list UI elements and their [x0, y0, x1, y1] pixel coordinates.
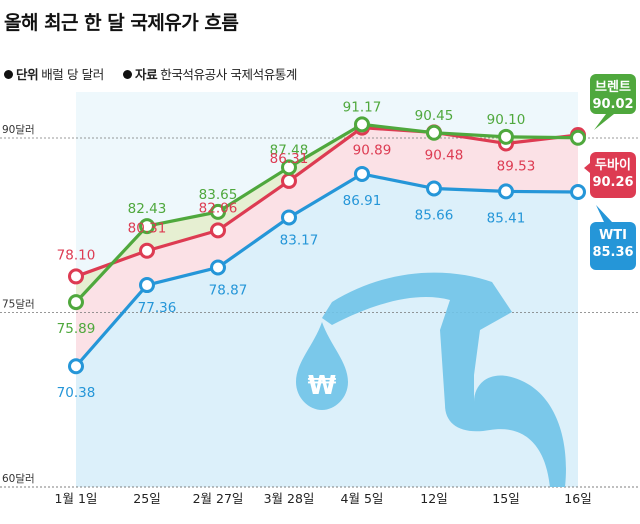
data-label: 90.10 — [487, 112, 526, 128]
series-end-value: 90.26 — [592, 175, 633, 190]
data-point — [498, 128, 514, 145]
fuel-nozzle-icon: ₩ — [296, 272, 566, 487]
data-label: 78.10 — [57, 247, 96, 263]
data-point — [210, 259, 226, 276]
x-tick-label: 3월 28일 — [264, 491, 315, 506]
series-name-label: 두바이 — [595, 157, 631, 173]
data-label: 86.91 — [343, 193, 382, 209]
data-point — [281, 209, 297, 226]
x-tick-label: 25일 — [133, 491, 160, 506]
series-line — [74, 122, 579, 304]
chart-series — [68, 116, 586, 375]
data-point — [281, 159, 297, 176]
data-point — [570, 129, 586, 146]
bullet-icon — [123, 70, 133, 79]
data-label: 83.65 — [199, 187, 238, 203]
data-label: 80.31 — [128, 221, 167, 237]
data-point — [426, 180, 442, 197]
data-point — [210, 222, 226, 239]
source-label: 자료 — [135, 67, 158, 82]
end-label-pointer — [596, 205, 612, 222]
y-tick-label: 90달러 — [2, 124, 35, 136]
end-label-pointer — [584, 163, 590, 173]
end-label-box — [590, 152, 636, 198]
data-label: 70.38 — [57, 385, 96, 401]
data-point — [354, 116, 370, 133]
series-line — [75, 126, 579, 278]
data-point — [354, 165, 370, 182]
nozzle-shape — [322, 272, 566, 487]
chart-gridlines: 90달러 75달러 60달러 — [0, 124, 640, 488]
x-tick-label: 4월 5일 — [341, 491, 384, 506]
chart-meta: 단위 배럴 당 달러 자료 한국석유공사 국제석유통계 — [4, 64, 297, 83]
x-tick-label: 12일 — [420, 491, 447, 506]
unit-label: 단위 — [16, 67, 39, 82]
end-label-box — [590, 222, 636, 270]
data-label: 91.17 — [343, 99, 382, 115]
data-label: 75.89 — [57, 321, 96, 337]
data-label: 85.41 — [487, 210, 526, 226]
data-label: 90.89 — [353, 143, 392, 159]
dubai-band — [76, 127, 578, 367]
data-point — [139, 277, 155, 294]
data-point — [139, 218, 155, 235]
end-label-pointer — [594, 114, 614, 130]
data-point — [68, 294, 84, 311]
data-label: 87.48 — [270, 142, 309, 158]
data-label: 86.31 — [270, 151, 309, 167]
data-label: 78.87 — [209, 282, 248, 298]
data-point — [426, 124, 442, 141]
data-point — [498, 183, 514, 200]
x-tick-label: 16일 — [564, 491, 591, 506]
page-title: 올해 최근 한 달 국제유가 흐름 — [4, 12, 239, 34]
data-label: 90.45 — [415, 108, 454, 124]
data-label: 82.06 — [199, 200, 238, 216]
data-label: 82.43 — [128, 201, 167, 217]
data-point — [570, 183, 586, 200]
series-name-label: WTI — [599, 228, 627, 243]
data-point — [139, 242, 155, 259]
series-end-value: 90.02 — [592, 97, 633, 112]
chart-labels: 1월 1일 25일 2월 27일 3월 28일 4월 5일 12일 15일 16일 75.89 8… — [55, 74, 636, 506]
data-point — [68, 268, 84, 285]
data-label: 90.48 — [425, 147, 464, 163]
x-tick-label: 1월 1일 — [55, 491, 98, 506]
x-tick-label: 2월 27일 — [193, 491, 244, 506]
y-tick-label: 60달러 — [2, 473, 35, 485]
x-tick-label: 15일 — [492, 491, 519, 506]
won-symbol: ₩ — [308, 371, 337, 401]
series-name-label: 브렌트 — [595, 79, 631, 95]
fuel-drop-icon — [296, 322, 348, 410]
y-tick-label: 75달러 — [2, 299, 35, 311]
data-label: 83.17 — [280, 232, 319, 248]
series-end-value: 85.36 — [592, 245, 633, 260]
data-point — [281, 172, 297, 189]
data-label: 77.36 — [138, 300, 177, 316]
unit-text: 배럴 당 달러 — [41, 67, 104, 82]
series-line — [74, 172, 579, 368]
data-point — [68, 358, 84, 375]
end-label-box — [590, 74, 636, 114]
data-label: 85.66 — [415, 207, 454, 223]
data-point — [210, 203, 226, 220]
data-label: 89.53 — [497, 158, 536, 174]
source-text: 한국석유공사 국제석유통계 — [160, 67, 297, 82]
bullet-icon — [4, 70, 13, 79]
